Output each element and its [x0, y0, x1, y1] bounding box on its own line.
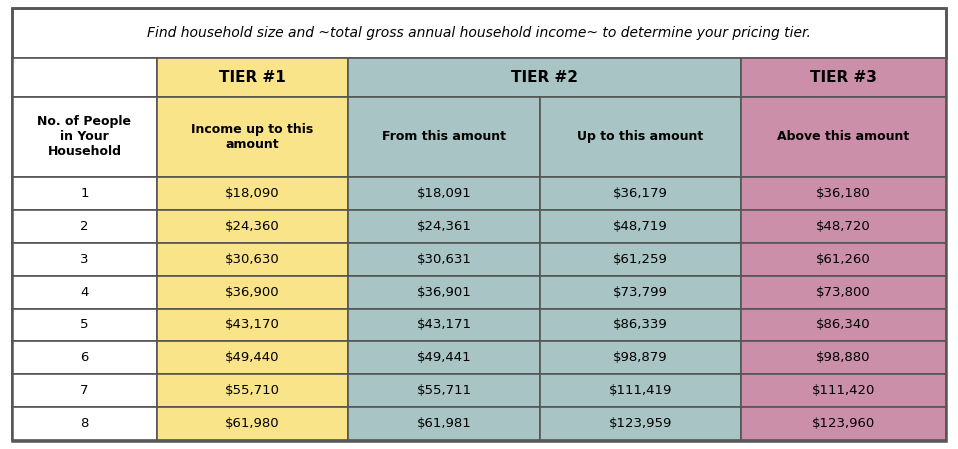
Text: $24,361: $24,361	[417, 220, 471, 233]
Text: $18,091: $18,091	[417, 187, 471, 200]
Bar	[157, 177, 349, 210]
Bar	[12, 58, 157, 97]
Text: 3: 3	[80, 253, 89, 266]
Text: TIER #2: TIER #2	[511, 70, 578, 85]
Bar	[539, 177, 741, 210]
Bar	[157, 407, 349, 440]
Bar	[539, 308, 741, 341]
Bar	[741, 97, 946, 177]
Bar	[349, 308, 539, 341]
Bar	[539, 97, 741, 177]
Bar	[157, 341, 349, 374]
Text: $43,171: $43,171	[417, 318, 471, 331]
Text: Find household size and ~total gross annual household income~ to determine your : Find household size and ~total gross ann…	[148, 26, 810, 40]
Text: Income up to this
amount: Income up to this amount	[192, 123, 313, 151]
Text: $36,179: $36,179	[613, 187, 668, 200]
Text: $49,440: $49,440	[225, 352, 280, 365]
Bar	[349, 177, 539, 210]
Bar	[12, 374, 157, 407]
Text: $61,260: $61,260	[816, 253, 871, 266]
Bar	[157, 308, 349, 341]
Bar	[12, 341, 157, 374]
Bar	[741, 243, 946, 276]
Text: $43,170: $43,170	[225, 318, 280, 331]
Text: $55,711: $55,711	[417, 384, 471, 397]
Text: $30,631: $30,631	[417, 253, 471, 266]
Bar	[539, 374, 741, 407]
Text: $61,259: $61,259	[613, 253, 668, 266]
Text: $36,180: $36,180	[816, 187, 871, 200]
Text: $30,630: $30,630	[225, 253, 280, 266]
Text: $98,880: $98,880	[816, 352, 871, 365]
Text: $86,339: $86,339	[613, 318, 668, 331]
Text: $61,980: $61,980	[225, 417, 280, 430]
Bar	[157, 210, 349, 243]
Text: $48,719: $48,719	[613, 220, 668, 233]
Text: TIER #3: TIER #3	[810, 70, 877, 85]
Text: TIER #1: TIER #1	[219, 70, 285, 85]
Text: $86,340: $86,340	[816, 318, 871, 331]
Text: $123,960: $123,960	[811, 417, 875, 430]
Bar	[157, 276, 349, 308]
Bar	[12, 210, 157, 243]
Text: $111,420: $111,420	[811, 384, 875, 397]
Bar	[157, 58, 349, 97]
Bar	[349, 243, 539, 276]
Text: $55,710: $55,710	[225, 384, 280, 397]
Bar	[349, 341, 539, 374]
Text: $49,441: $49,441	[417, 352, 471, 365]
Text: 4: 4	[80, 286, 88, 299]
Text: 8: 8	[80, 417, 88, 430]
Bar	[157, 97, 349, 177]
Text: $48,720: $48,720	[816, 220, 871, 233]
Text: Up to this amount: Up to this amount	[577, 130, 703, 143]
Text: 7: 7	[80, 384, 89, 397]
Text: 6: 6	[80, 352, 88, 365]
Bar	[157, 374, 349, 407]
Bar	[539, 210, 741, 243]
Text: $61,981: $61,981	[417, 417, 471, 430]
Text: $123,959: $123,959	[608, 417, 672, 430]
Bar	[12, 177, 157, 210]
Bar	[157, 243, 349, 276]
Bar	[741, 407, 946, 440]
Bar	[539, 243, 741, 276]
Text: 5: 5	[80, 318, 89, 331]
Text: $73,799: $73,799	[613, 286, 668, 299]
Bar	[349, 97, 539, 177]
Text: $73,800: $73,800	[816, 286, 871, 299]
Bar	[741, 210, 946, 243]
Bar	[349, 407, 539, 440]
Text: 1: 1	[80, 187, 89, 200]
Bar	[349, 276, 539, 308]
Bar	[539, 276, 741, 308]
Text: No. of People
in Your
Household: No. of People in Your Household	[37, 115, 131, 158]
Bar	[12, 97, 157, 177]
Bar	[349, 58, 741, 97]
Bar	[12, 8, 946, 58]
Bar	[741, 58, 946, 97]
Text: $18,090: $18,090	[225, 187, 280, 200]
Bar	[741, 177, 946, 210]
Bar	[12, 308, 157, 341]
Bar	[741, 341, 946, 374]
Text: Above this amount: Above this amount	[777, 130, 909, 143]
Text: 2: 2	[80, 220, 89, 233]
Bar	[349, 374, 539, 407]
Text: $36,900: $36,900	[225, 286, 280, 299]
Bar	[741, 308, 946, 341]
Bar	[12, 243, 157, 276]
Bar	[741, 374, 946, 407]
Text: $36,901: $36,901	[417, 286, 471, 299]
Text: From this amount: From this amount	[382, 130, 506, 143]
Text: $98,879: $98,879	[613, 352, 668, 365]
Bar	[349, 210, 539, 243]
Bar	[539, 341, 741, 374]
Bar	[12, 276, 157, 308]
Bar	[741, 276, 946, 308]
Text: $111,419: $111,419	[608, 384, 672, 397]
Bar	[539, 407, 741, 440]
Text: $24,360: $24,360	[225, 220, 280, 233]
Bar	[12, 407, 157, 440]
